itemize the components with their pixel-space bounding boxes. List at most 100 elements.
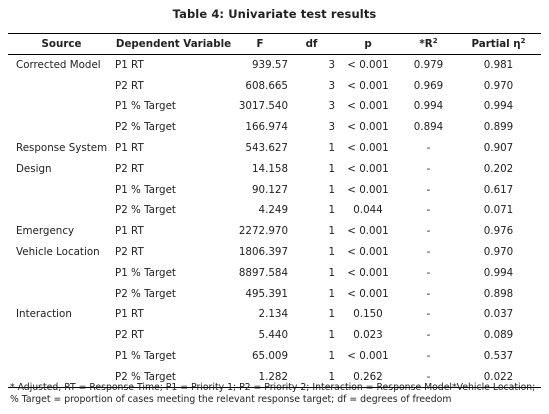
header-row: Source Dependent Variable F df p *R2 Par…	[8, 33, 541, 55]
cell-dependent-variable: P2 % Target	[115, 204, 176, 217]
table-caption: Table 4: Univariate test results	[172, 7, 377, 21]
cell-f: 65.009	[251, 350, 288, 363]
cell-dependent-variable: P1 % Target	[115, 100, 176, 113]
cell-df: 1	[328, 308, 335, 321]
cell-dependent-variable: P1 RT	[115, 225, 144, 238]
table-row: P2 RT 5.440 1 0.023 - 0.089	[8, 325, 541, 346]
cell-df: 1	[328, 162, 335, 175]
cell-r-squared: -	[426, 308, 431, 321]
cell-dependent-variable: P2 % Target	[115, 366, 232, 388]
cell-dependent-variable: P2 % Target	[115, 287, 176, 300]
cell-p: 0.023	[353, 329, 383, 342]
cell-p: < 0.001	[347, 266, 389, 279]
cell-r-squared: -	[426, 162, 431, 175]
cell-source	[8, 117, 115, 138]
cell-df: 1	[328, 142, 335, 155]
cell-r-squared: -	[426, 204, 431, 217]
cell-f: 14.158	[251, 162, 288, 175]
cell-p: < 0.001	[347, 79, 389, 92]
cell-f: 3017.540	[238, 100, 288, 113]
header-f: F	[232, 33, 288, 55]
cell-f: 166.974	[245, 121, 288, 134]
cell-p: < 0.001	[347, 142, 389, 155]
cell-partial-eta-squared: 0.976	[483, 225, 514, 238]
cell-r-squared: -	[401, 366, 456, 388]
table-row: Emergency P1 RT 2272.970 1 < 0.001 - 0.976	[8, 221, 541, 242]
table-row: Vehicle Location P2 RT 1806.397 1 < 0.001 - 0.…	[8, 242, 541, 263]
cell-source: Design	[16, 162, 52, 175]
table-row: P2 % Target 166.974 3 < 0.001 0.894 0.899	[8, 117, 541, 138]
cell-partial-eta-squared: 0.537	[483, 350, 514, 363]
cell-partial-eta-squared: 0.907	[483, 142, 514, 155]
cell-source	[8, 200, 115, 221]
cell-source	[8, 262, 115, 283]
header-r-squared-sup: 2	[432, 37, 438, 45]
table-row: P1 % Target 90.127 1 < 0.001 - 0.617	[8, 179, 541, 200]
cell-dependent-variable: P1 % Target	[115, 350, 176, 363]
cell-source: Interaction	[16, 308, 72, 321]
cell-df: 1	[328, 246, 335, 259]
header-p: p	[335, 33, 401, 55]
cell-dependent-variable: P2 % Target	[115, 121, 176, 134]
cell-partial-eta-squared: 0.994	[483, 266, 514, 279]
cell-dependent-variable: P2 RT	[115, 246, 144, 259]
cell-partial-eta-squared: 0.071	[483, 204, 514, 217]
cell-p: 0.150	[353, 308, 383, 321]
cell-df: 1	[328, 266, 335, 279]
cell-p: < 0.001	[347, 287, 389, 300]
cell-df: 1	[328, 225, 335, 238]
header-partial-eta-squared: Partial η2	[456, 33, 541, 55]
cell-f: 90.127	[251, 183, 288, 196]
cell-df: 1	[328, 350, 335, 363]
cell-r-squared: 0.979	[413, 59, 444, 72]
table-row: Response System P1 RT 543.627 1 < 0.001 - 0.90…	[8, 138, 541, 159]
cell-p: < 0.001	[347, 59, 389, 72]
cell-partial-eta-squared: 0.994	[483, 100, 514, 113]
cell-df: 1	[328, 287, 335, 300]
cell-r-squared: 0.994	[413, 100, 444, 113]
table-footnote: * Adjusted, RT = Response Time; P1 = Pri…	[10, 382, 536, 405]
cell-partial-eta-squared: 0.898	[483, 287, 514, 300]
cell-r-squared: -	[426, 183, 431, 196]
table-row: P1 % Target 65.009 1 < 0.001 - 0.537	[8, 346, 541, 367]
cell-df: 1	[328, 204, 335, 217]
cell-f: 2272.970	[238, 225, 288, 238]
cell-source	[8, 96, 115, 117]
cell-source: Vehicle Location	[16, 246, 100, 259]
cell-f: 8897.584	[238, 266, 288, 279]
results-table: Source Dependent Variable F df p *R2 Par…	[8, 33, 541, 388]
cell-f: 5.440	[258, 329, 288, 342]
header-dependent-variable: Dependent Variable	[115, 33, 232, 55]
cell-dependent-variable: P2 RT	[115, 79, 144, 92]
header-source: Source	[8, 33, 115, 55]
cell-r-squared: -	[426, 350, 431, 363]
cell-partial-eta-squared: 0.970	[483, 246, 514, 259]
cell-partial-eta-squared: 0.202	[483, 162, 514, 175]
cell-df: 3	[328, 79, 335, 92]
cell-f: 1.282	[232, 366, 288, 388]
table-row: P1 % Target 3017.540 3 < 0.001 0.994 0.994	[8, 96, 541, 117]
cell-partial-eta-squared: 0.037	[483, 308, 514, 321]
table-row: P2 % Target 495.391 1 < 0.001 - 0.898	[8, 283, 541, 304]
cell-partial-eta-squared: 0.089	[483, 329, 514, 342]
header-df: df	[288, 33, 335, 55]
cell-source: Emergency	[16, 225, 75, 238]
cell-r-squared: 0.894	[413, 121, 444, 134]
header-r-squared: *R2	[401, 33, 456, 55]
table-row: Corrected Model P1 RT 939.57 3 < 0.001 0.979 0…	[8, 55, 541, 76]
cell-source	[8, 283, 115, 304]
cell-partial-eta-squared: 0.981	[483, 59, 514, 72]
cell-source: Corrected Model	[16, 59, 101, 72]
table-row: P1 % Target 8897.584 1 < 0.001 - 0.994	[8, 262, 541, 283]
cell-p: 0.044	[353, 204, 383, 217]
cell-dependent-variable: P1 RT	[115, 308, 144, 321]
header-eta-sup: 2	[520, 37, 526, 45]
cell-r-squared: -	[426, 225, 431, 238]
cell-r-squared: -	[426, 329, 431, 342]
header-eta-text: Partial η	[471, 38, 521, 50]
cell-df: 1	[288, 366, 335, 388]
cell-p: 0.262	[335, 366, 401, 388]
cell-f: 495.391	[245, 287, 288, 300]
cell-f: 608.665	[245, 79, 288, 92]
table-row: P2 % Target 4.249 1 0.044 - 0.071	[8, 200, 541, 221]
